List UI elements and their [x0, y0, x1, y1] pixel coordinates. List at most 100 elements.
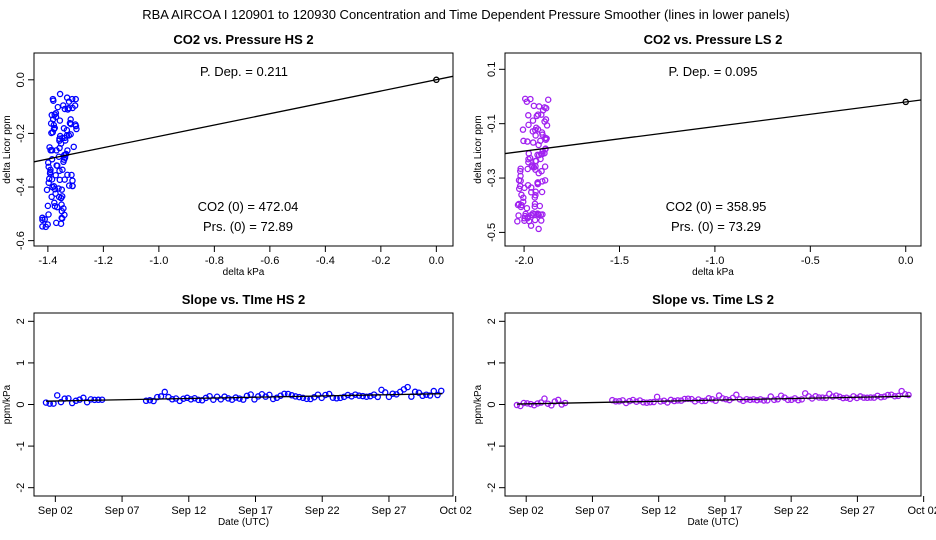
data-point [61, 211, 68, 219]
data-point [532, 192, 539, 199]
data-point [39, 216, 46, 224]
chart-title: CO2 vs. Pressure HS 2 [173, 32, 313, 47]
data-point [55, 185, 62, 192]
data-point [529, 128, 537, 135]
data-point [322, 391, 329, 399]
y-tick-label: 2 [15, 318, 27, 324]
data-point [524, 138, 531, 145]
data-point [555, 396, 562, 404]
data-point [739, 397, 747, 405]
data-point [525, 155, 532, 163]
data-point [48, 176, 56, 183]
data-point [69, 177, 76, 184]
x-axis-label: Date (UTC) [218, 517, 269, 528]
data-point [359, 392, 367, 400]
data-point [760, 397, 768, 404]
data-point [58, 201, 65, 208]
data-point [187, 396, 195, 403]
data-point [535, 151, 543, 159]
data-point [615, 397, 623, 405]
data-point [183, 394, 191, 402]
data-point [770, 396, 778, 404]
data-point [70, 143, 77, 151]
data-point [426, 392, 434, 399]
data-point [56, 137, 63, 144]
x-axis-label: delta kPa [223, 267, 265, 278]
data-point [52, 190, 59, 197]
x-tick-label: Sep 12 [641, 505, 676, 517]
y-tick-label: -1 [15, 441, 27, 451]
data-point [626, 397, 633, 405]
data-point [45, 211, 52, 218]
fit-line [516, 395, 911, 405]
fit-line [45, 393, 443, 402]
data-point [42, 223, 50, 231]
chart-title: Slope vs. TIme HS 2 [182, 292, 306, 307]
x-tick-label: Sep 17 [238, 505, 273, 517]
data-point [44, 159, 52, 166]
data-point [72, 121, 79, 128]
y-tick-label: 0.0 [15, 72, 27, 87]
data-point [288, 392, 296, 399]
data-point [764, 397, 771, 404]
data-point [69, 182, 76, 190]
data-point [520, 399, 528, 407]
y-tick-label: 0 [486, 401, 498, 407]
data-point [518, 201, 525, 209]
data-point [52, 113, 60, 121]
data-point [50, 121, 58, 129]
data-point [299, 394, 307, 402]
annotation-prs: Prs. (0) = 73.29 [671, 219, 761, 234]
data-point [527, 95, 534, 103]
annotation-prs: Prs. (0) = 72.89 [203, 219, 293, 234]
data-point [195, 396, 202, 404]
data-point [535, 225, 542, 233]
data-point [47, 166, 54, 174]
data-point [325, 390, 333, 398]
figure-title: RBA AIRCOA I 120901 to 120930 Concentrat… [142, 7, 790, 22]
data-point [535, 141, 542, 149]
data-point [537, 217, 545, 224]
data-point [874, 392, 881, 400]
x-tick-label: -1.2 [94, 255, 113, 267]
x-tick-label: Sep 17 [707, 505, 742, 517]
x-tick-label: -0.2 [371, 255, 390, 267]
data-point [389, 390, 396, 397]
data-point [404, 383, 411, 391]
plot-area [505, 95, 921, 233]
data-point [61, 105, 69, 113]
data-point [51, 185, 59, 193]
y-tick-label: 2 [486, 318, 498, 324]
data-point [863, 394, 871, 402]
data-point [142, 397, 150, 405]
data-point [521, 217, 528, 224]
data-point [67, 120, 75, 128]
data-point [884, 391, 892, 399]
data-point [48, 193, 55, 201]
data-point [52, 219, 60, 227]
data-point [898, 387, 905, 395]
y-tick-label: -2 [15, 483, 27, 493]
data-point [56, 117, 64, 124]
data-point [521, 215, 528, 222]
data-point [530, 401, 538, 409]
x-tick-label: Sep 22 [774, 505, 809, 517]
data-point [836, 393, 843, 401]
data-point [850, 393, 857, 400]
x-tick-label: Sep 02 [38, 505, 73, 517]
data-point [54, 103, 62, 111]
data-point [530, 102, 538, 110]
chart-hs-pressure: CO2 vs. Pressure HS 2 -1.4 -1.2 -1.0 -0.8 -0.… [2, 32, 454, 278]
data-point [715, 392, 723, 399]
chart-ls-time: Slope vs. Time LS 2 Sep 02 Sep 07 Sep 12 Sep… [473, 292, 936, 528]
data-point [529, 117, 537, 124]
x-tick-label: Sep 07 [575, 505, 610, 517]
data-point [695, 396, 702, 403]
data-point [68, 95, 76, 103]
data-point [50, 400, 57, 407]
data-point [538, 111, 545, 118]
x-tick-label: -0.8 [205, 255, 224, 267]
data-point [352, 391, 359, 398]
data-point [684, 395, 692, 402]
